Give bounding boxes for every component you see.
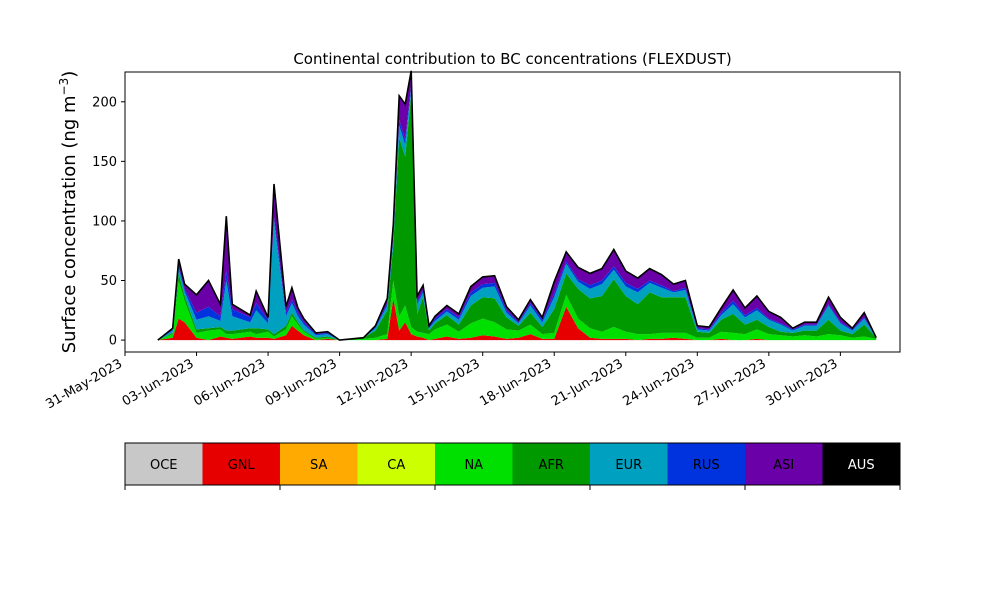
y-tick-label: 100 (92, 214, 117, 229)
legend-swatch-ca (357, 443, 435, 485)
legend-swatch-gnl (202, 443, 280, 485)
y-axis-label-unit-exponent: −3 (57, 78, 71, 96)
chart-title: Continental contribution to BC concentra… (293, 50, 731, 68)
plot-frame (124, 71, 901, 353)
legend-label-aus: AUS (848, 458, 875, 473)
area-eur (157, 88, 877, 341)
y-axis: 0 50 100 150 200 (92, 95, 125, 349)
y-tick-label: 150 (92, 155, 117, 170)
legend-color-bar: OCE GNL SA CA NA AFR EUR RUS ASI AUS (124, 442, 901, 490)
legend-label-afr: AFR (539, 458, 564, 473)
y-axis-label: Surface concentration (ng m−3) (57, 71, 80, 354)
y-tick-label: 50 (100, 274, 117, 289)
legend-swatch-rus (667, 443, 745, 485)
area-na (157, 280, 877, 341)
y-tick-label: 0 (109, 334, 117, 349)
legend-swatch-sa (280, 443, 358, 485)
stacked-area-series (157, 70, 877, 341)
legend-swatch-oce (125, 443, 203, 485)
legend-swatch-aus (822, 443, 900, 485)
legend-label-ca: CA (387, 458, 405, 473)
legend-swatch-na (435, 443, 513, 485)
legend-label-eur: EUR (615, 458, 642, 473)
legend-label-rus: RUS (693, 458, 720, 473)
legend-label-oce: OCE (150, 458, 178, 473)
y-tick-label: 200 (92, 95, 117, 110)
legend-label-na: NA (464, 458, 483, 473)
legend-swatch-eur (590, 443, 668, 485)
legend-label-asi: ASI (773, 458, 794, 473)
legend-swatch-afr (512, 443, 590, 485)
legend-label-sa: SA (310, 458, 327, 473)
plot-area (124, 70, 901, 353)
legend-label-gnl: GNL (228, 458, 256, 473)
legend-frame (124, 442, 901, 486)
total-concentration-line (157, 70, 877, 341)
legend-swatch-asi (745, 443, 823, 485)
